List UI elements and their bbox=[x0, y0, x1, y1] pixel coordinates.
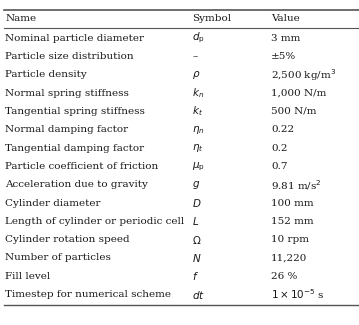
Text: $1 \times 10^{-5}$ s: $1 \times 10^{-5}$ s bbox=[271, 288, 325, 302]
Text: Particle coefficient of friction: Particle coefficient of friction bbox=[5, 162, 159, 171]
Text: Nominal particle diameter: Nominal particle diameter bbox=[5, 34, 144, 43]
Text: Value: Value bbox=[271, 14, 300, 23]
Text: Number of particles: Number of particles bbox=[5, 254, 111, 263]
Text: $k_t$: $k_t$ bbox=[192, 105, 203, 118]
Text: $f$: $f$ bbox=[192, 270, 199, 282]
Text: 10 rpm: 10 rpm bbox=[271, 235, 309, 244]
Text: $\eta_t$: $\eta_t$ bbox=[192, 142, 204, 154]
Text: 1,000 N/m: 1,000 N/m bbox=[271, 89, 326, 98]
Text: 0.2: 0.2 bbox=[271, 144, 288, 152]
Text: 2,500 kg/m$^3$: 2,500 kg/m$^3$ bbox=[271, 67, 336, 83]
Text: Normal spring stiffness: Normal spring stiffness bbox=[5, 89, 129, 98]
Text: Fill level: Fill level bbox=[5, 272, 51, 281]
Text: 152 mm: 152 mm bbox=[271, 217, 314, 226]
Text: Tangential damping factor: Tangential damping factor bbox=[5, 144, 145, 152]
Text: 100 mm: 100 mm bbox=[271, 199, 314, 207]
Text: Name: Name bbox=[5, 14, 37, 23]
Text: $\rho$: $\rho$ bbox=[192, 69, 201, 81]
Text: Cylinder diameter: Cylinder diameter bbox=[5, 199, 101, 207]
Text: Particle density: Particle density bbox=[5, 70, 87, 79]
Text: 500 N/m: 500 N/m bbox=[271, 107, 317, 116]
Text: Length of cylinder or periodic cell: Length of cylinder or periodic cell bbox=[5, 217, 185, 226]
Text: Symbol: Symbol bbox=[192, 14, 231, 23]
Text: 11,220: 11,220 bbox=[271, 254, 307, 263]
Text: $dt$: $dt$ bbox=[192, 289, 205, 301]
Text: $D$: $D$ bbox=[192, 197, 201, 209]
Text: $N$: $N$ bbox=[192, 252, 201, 264]
Text: $L$: $L$ bbox=[192, 215, 199, 227]
Text: ±5%: ±5% bbox=[271, 52, 296, 61]
Text: Tangential spring stiffness: Tangential spring stiffness bbox=[5, 107, 145, 116]
Text: $g$: $g$ bbox=[192, 179, 200, 191]
Text: $\eta_n$: $\eta_n$ bbox=[192, 124, 205, 136]
Text: Normal damping factor: Normal damping factor bbox=[5, 125, 129, 134]
Text: $\mu_\mathrm{p}$: $\mu_\mathrm{p}$ bbox=[192, 160, 205, 173]
Text: 0.22: 0.22 bbox=[271, 125, 294, 134]
Text: Timestep for numerical scheme: Timestep for numerical scheme bbox=[5, 290, 171, 299]
Text: Acceleration due to gravity: Acceleration due to gravity bbox=[5, 180, 148, 189]
Text: $k_n$: $k_n$ bbox=[192, 86, 204, 100]
Text: –: – bbox=[192, 52, 197, 61]
Text: Cylinder rotation speed: Cylinder rotation speed bbox=[5, 235, 130, 244]
Text: 26 %: 26 % bbox=[271, 272, 297, 281]
Text: 0.7: 0.7 bbox=[271, 162, 288, 171]
Text: Particle size distribution: Particle size distribution bbox=[5, 52, 134, 61]
Text: $\Omega$: $\Omega$ bbox=[192, 234, 201, 246]
Text: $d_\mathrm{p}$: $d_\mathrm{p}$ bbox=[192, 31, 205, 46]
Text: 3 mm: 3 mm bbox=[271, 34, 300, 43]
Text: 9.81 m/s$^2$: 9.81 m/s$^2$ bbox=[271, 178, 322, 192]
